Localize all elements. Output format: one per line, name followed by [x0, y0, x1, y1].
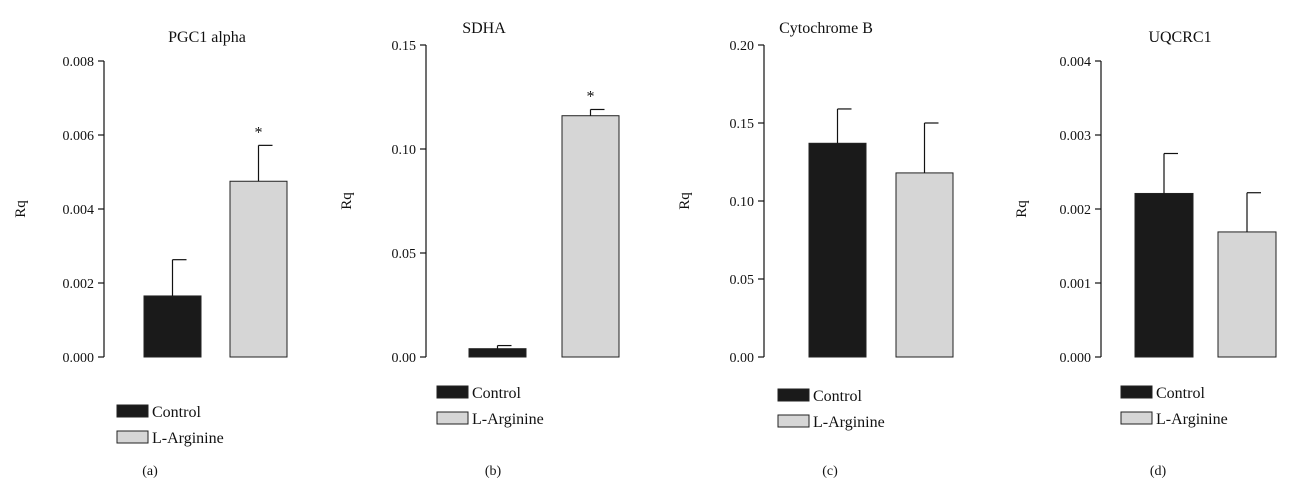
y-axis-label: Rq — [677, 192, 693, 210]
y-tick-label: 0.20 — [730, 39, 755, 54]
panel-label: (c) — [822, 464, 838, 479]
y-axis-label: Rq — [1014, 200, 1030, 218]
panel-label: (d) — [1150, 464, 1167, 479]
y-tick-label: 0.002 — [63, 277, 95, 292]
legend-label: Control — [472, 385, 521, 402]
legend-label: Control — [152, 404, 201, 421]
y-tick-label: 0.004 — [63, 203, 95, 218]
bar-l-arginine — [895, 172, 954, 358]
y-tick-label: 0.003 — [1060, 129, 1092, 144]
y-tick-label: 0.004 — [1060, 55, 1092, 70]
bar-l-arginine — [1217, 231, 1277, 358]
y-tick-label: 0.002 — [1060, 203, 1092, 218]
legend-swatch — [436, 411, 469, 425]
y-tick-label: 0.15 — [730, 117, 755, 132]
panel-a: PGC1 alpha 0.000 0.002 0.004 0.006 0.008 Rq * Co… — [13, 29, 288, 479]
legend-label: L-Arginine — [472, 411, 544, 428]
chart-title: SDHA — [462, 20, 506, 37]
y-tick-label: 0.000 — [1060, 351, 1092, 366]
bar-l-arginine — [561, 115, 620, 358]
panel-c: Cytochrome B 0.00 0.05 0.10 0.15 0.20 Rq Contro… — [677, 20, 954, 479]
bar-control — [468, 348, 527, 358]
legend-swatch — [436, 385, 469, 399]
legend-label: L-Arginine — [813, 414, 885, 431]
y-tick-label: 0.001 — [1060, 277, 1092, 292]
legend-swatch — [1120, 411, 1153, 425]
legend-swatch — [116, 430, 149, 444]
y-tick-label: 0.15 — [392, 39, 417, 54]
chart-title: PGC1 alpha — [168, 29, 246, 46]
legend-swatch — [777, 388, 810, 402]
chart-title: Cytochrome B — [779, 20, 873, 37]
legend-swatch — [116, 404, 149, 418]
y-tick-label: 0.10 — [730, 195, 755, 210]
y-tick-label: 0.10 — [392, 143, 417, 158]
bar-l-arginine — [229, 180, 288, 358]
significance-marker: * — [255, 124, 263, 141]
y-tick-label: 0.006 — [63, 129, 95, 144]
panel-label: (b) — [485, 464, 502, 479]
significance-marker: * — [587, 88, 595, 105]
legend-label: Control — [1156, 385, 1205, 402]
legend-swatch — [777, 414, 810, 428]
panel-b: SDHA 0.00 0.05 0.10 0.15 Rq * Control L-Arginine… — [339, 20, 620, 479]
y-tick-label: 0.008 — [63, 55, 95, 70]
panel-label: (a) — [142, 464, 158, 479]
y-axis-label: Rq — [13, 200, 29, 218]
legend-label: L-Arginine — [152, 430, 224, 447]
legend-label: L-Arginine — [1156, 411, 1228, 428]
y-tick-label: 0.05 — [392, 247, 417, 262]
y-tick-label: 0.00 — [730, 351, 755, 366]
legend-swatch — [1120, 385, 1153, 399]
y-tick-label: 0.00 — [392, 351, 417, 366]
legend-label: Control — [813, 388, 862, 405]
bar-control — [143, 295, 202, 358]
y-axis-label: Rq — [339, 192, 355, 210]
y-tick-label: 0.05 — [730, 273, 755, 288]
bar-control — [1134, 192, 1194, 358]
panel-d: UQCRC1 0.000 0.001 0.002 0.003 0.004 Rq Control… — [1014, 29, 1277, 479]
chart-title: UQCRC1 — [1148, 29, 1211, 46]
y-tick-label: 0.000 — [63, 351, 95, 366]
bar-control — [808, 142, 867, 358]
